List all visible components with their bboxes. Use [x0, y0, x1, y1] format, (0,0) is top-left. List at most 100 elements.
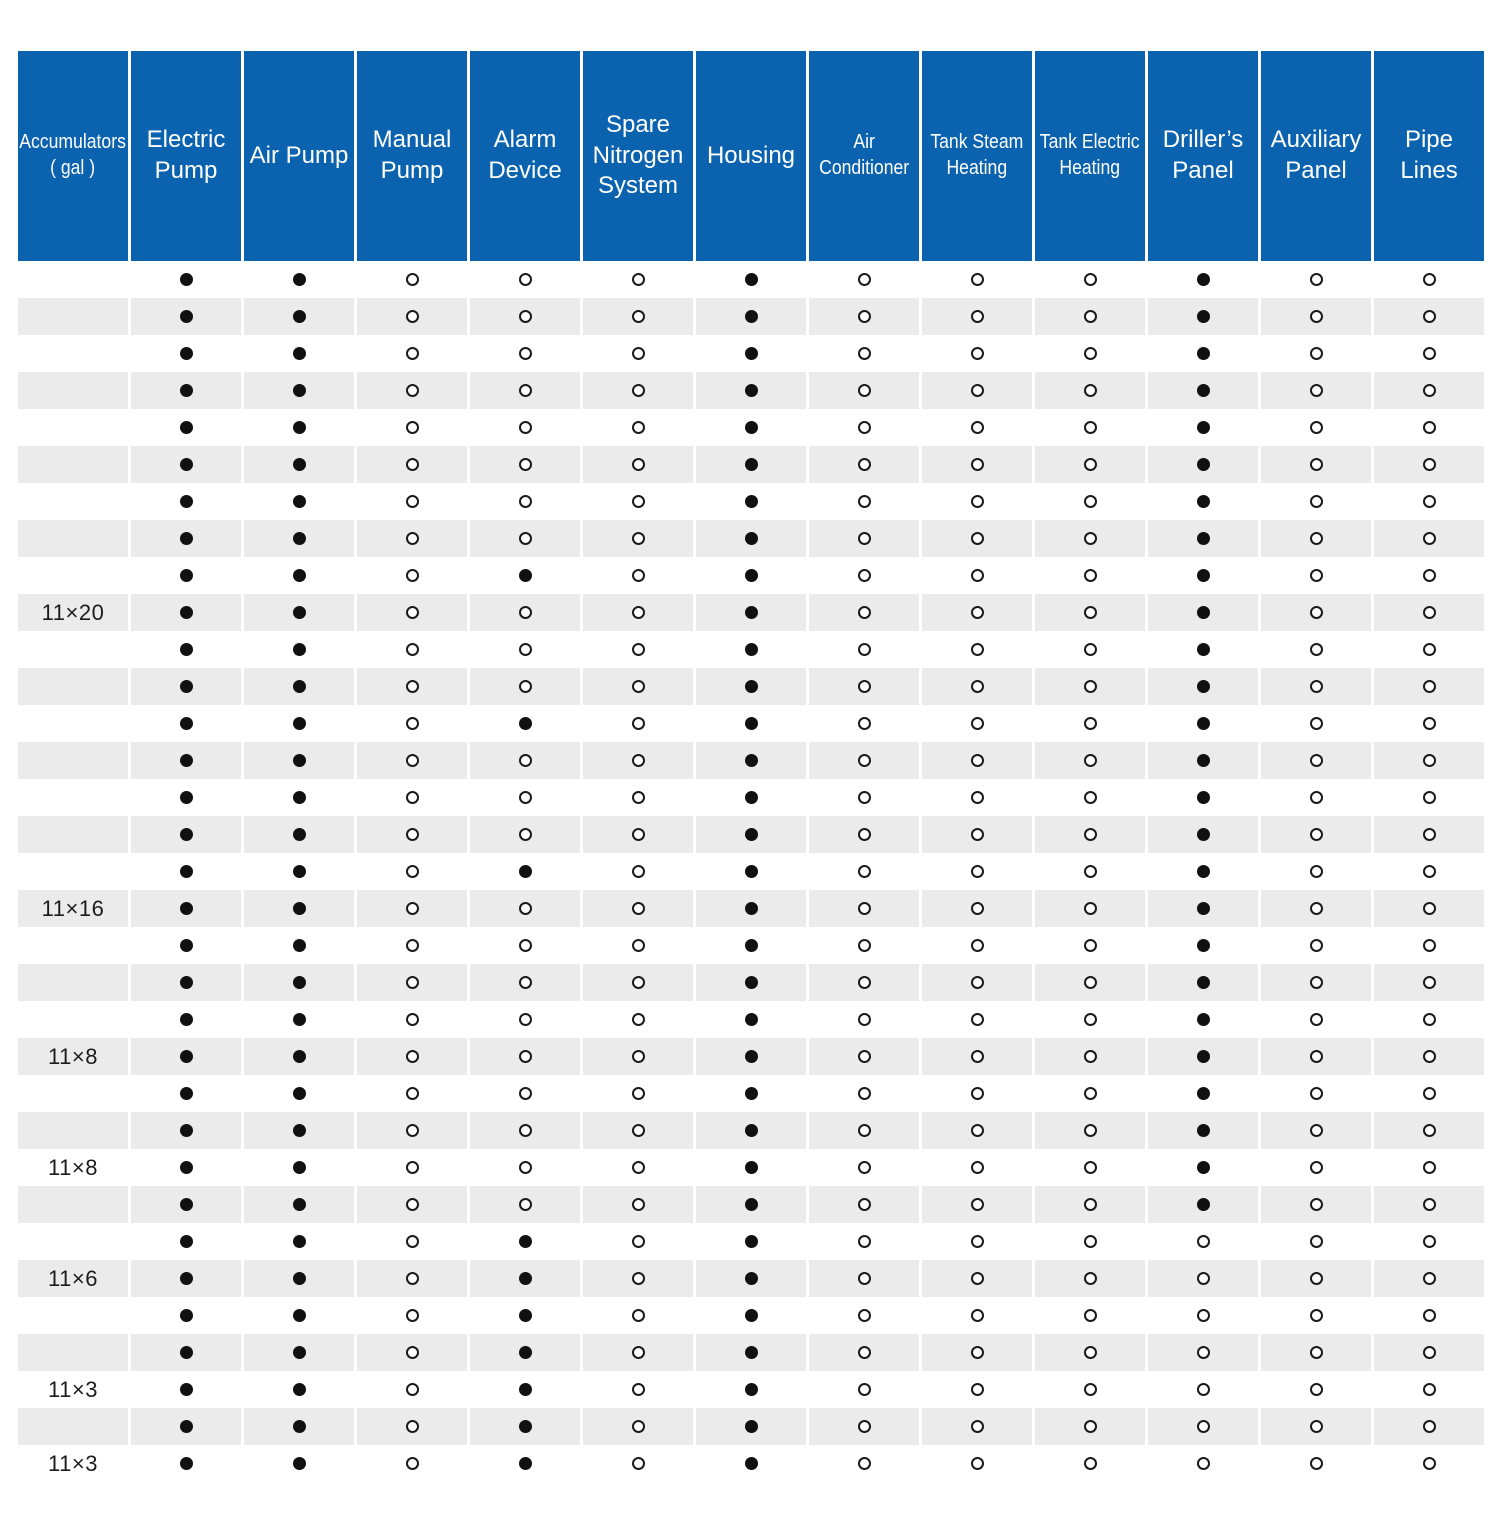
spec-cell-spare-nitrogen-system [583, 1112, 693, 1149]
spec-cell-tank-electric-heating [1035, 742, 1145, 779]
spec-cell-drillers-panel [1148, 816, 1258, 853]
spec-cell-auxiliary-panel [1261, 409, 1371, 446]
spec-cell-auxiliary-panel [1261, 705, 1371, 742]
spec-cell-electric-pump [131, 594, 241, 631]
spec-cell-alarm-device [470, 816, 580, 853]
hollow-dot-icon [970, 1346, 984, 1359]
hollow-dot-icon [857, 976, 871, 989]
hollow-dot-icon [1422, 1346, 1436, 1359]
spec-cell-housing [696, 409, 806, 446]
spec-cell-spare-nitrogen-system [583, 1371, 693, 1408]
accumulator-size-label [18, 298, 128, 335]
hollow-dot-icon [1309, 384, 1323, 397]
filled-dot-icon [1196, 1161, 1210, 1174]
accumulator-size-label: 11×3 [48, 1376, 98, 1402]
filled-dot-icon [292, 976, 306, 989]
filled-dot-icon [292, 1235, 306, 1248]
filled-dot-icon [179, 495, 193, 508]
filled-dot-icon [292, 865, 306, 878]
filled-dot-icon [744, 310, 758, 323]
spec-cell-air-pump [244, 1186, 354, 1223]
table-row: 11×8 [18, 1038, 1484, 1075]
spec-cell-air-pump [244, 557, 354, 594]
header-label: Electric Pump [146, 126, 226, 184]
spec-cell-spare-nitrogen-system [583, 1075, 693, 1112]
spec-cell-air-conditioner [809, 1445, 919, 1482]
hollow-dot-icon [405, 1050, 419, 1063]
filled-dot-icon [179, 1309, 193, 1322]
spec-cell-manual-pump [357, 1112, 467, 1149]
spec-cell-manual-pump [357, 594, 467, 631]
table-row: 11×3 [18, 1445, 1484, 1482]
spec-cell-housing [696, 1408, 806, 1445]
hollow-dot-icon [1309, 532, 1323, 545]
spec-cell-drillers-panel [1148, 557, 1258, 594]
spec-cell-tank-electric-heating [1035, 1001, 1145, 1038]
spec-cell-drillers-panel [1148, 520, 1258, 557]
spec-cell-alarm-device [470, 1001, 580, 1038]
filled-dot-icon [744, 754, 758, 767]
filled-dot-icon [179, 828, 193, 841]
header-label: Alarm Device [488, 126, 562, 184]
filled-dot-icon [744, 680, 758, 693]
hollow-dot-icon [1422, 1272, 1436, 1285]
spec-cell-housing [696, 1334, 806, 1371]
hollow-dot-icon [631, 347, 645, 360]
accumulator-size-label: 11×3 [48, 1450, 98, 1476]
spec-cell-tank-electric-heating [1035, 1038, 1145, 1075]
accumulator-size-label [18, 631, 128, 668]
filled-dot-icon [179, 1050, 193, 1063]
spec-cell-air-pump [244, 705, 354, 742]
accumulator-size-label [18, 557, 128, 594]
spec-cell-tank-steam-heating [922, 705, 1032, 742]
hollow-dot-icon [405, 939, 419, 952]
spec-cell-pipe-lines [1374, 964, 1484, 1001]
hollow-dot-icon [1083, 310, 1097, 323]
hollow-dot-icon [518, 347, 532, 360]
filled-dot-icon [1196, 606, 1210, 619]
hollow-dot-icon [857, 939, 871, 952]
hollow-dot-icon [631, 1457, 645, 1470]
spec-cell-manual-pump [357, 1075, 467, 1112]
spec-cell-tank-electric-heating [1035, 372, 1145, 409]
hollow-dot-icon [1309, 939, 1323, 952]
filled-dot-icon [1196, 569, 1210, 582]
hollow-dot-icon [857, 1087, 871, 1100]
spec-cell-air-conditioner [809, 927, 919, 964]
hollow-dot-icon [1196, 1346, 1210, 1359]
hollow-dot-icon [405, 1235, 419, 1248]
filled-dot-icon [292, 532, 306, 545]
hollow-dot-icon [1309, 1124, 1323, 1137]
spec-cell-air-conditioner [809, 483, 919, 520]
hollow-dot-icon [970, 1013, 984, 1026]
hollow-dot-icon [405, 458, 419, 471]
spec-cell-spare-nitrogen-system [583, 1334, 693, 1371]
spec-cell-tank-steam-heating [922, 298, 1032, 335]
hollow-dot-icon [1309, 1198, 1323, 1211]
spec-cell-air-conditioner [809, 853, 919, 890]
filled-dot-icon [292, 717, 306, 730]
hollow-dot-icon [970, 273, 984, 286]
spec-cell-air-conditioner [809, 742, 919, 779]
filled-dot-icon [744, 1420, 758, 1433]
spec-cell-air-pump [244, 1260, 354, 1297]
spec-cell-manual-pump [357, 668, 467, 705]
hollow-dot-icon [1309, 1346, 1323, 1359]
spec-cell-spare-nitrogen-system [583, 594, 693, 631]
spec-cell-manual-pump [357, 1223, 467, 1260]
filled-dot-icon [744, 1161, 758, 1174]
header-cell-drillers-panel: Driller’s Panel [1148, 51, 1258, 261]
spec-cell-spare-nitrogen-system [583, 964, 693, 1001]
spec-cell-tank-electric-heating [1035, 1149, 1145, 1186]
hollow-dot-icon [857, 1309, 871, 1322]
spec-cell-manual-pump [357, 1371, 467, 1408]
hollow-dot-icon [1422, 273, 1436, 286]
hollow-dot-icon [1083, 828, 1097, 841]
hollow-dot-icon [1083, 1457, 1097, 1470]
filled-dot-icon [1196, 976, 1210, 989]
hollow-dot-icon [1422, 458, 1436, 471]
spec-cell-pipe-lines [1374, 1408, 1484, 1445]
spec-cell-electric-pump [131, 668, 241, 705]
hollow-dot-icon [1422, 939, 1436, 952]
spec-cell-auxiliary-panel [1261, 446, 1371, 483]
